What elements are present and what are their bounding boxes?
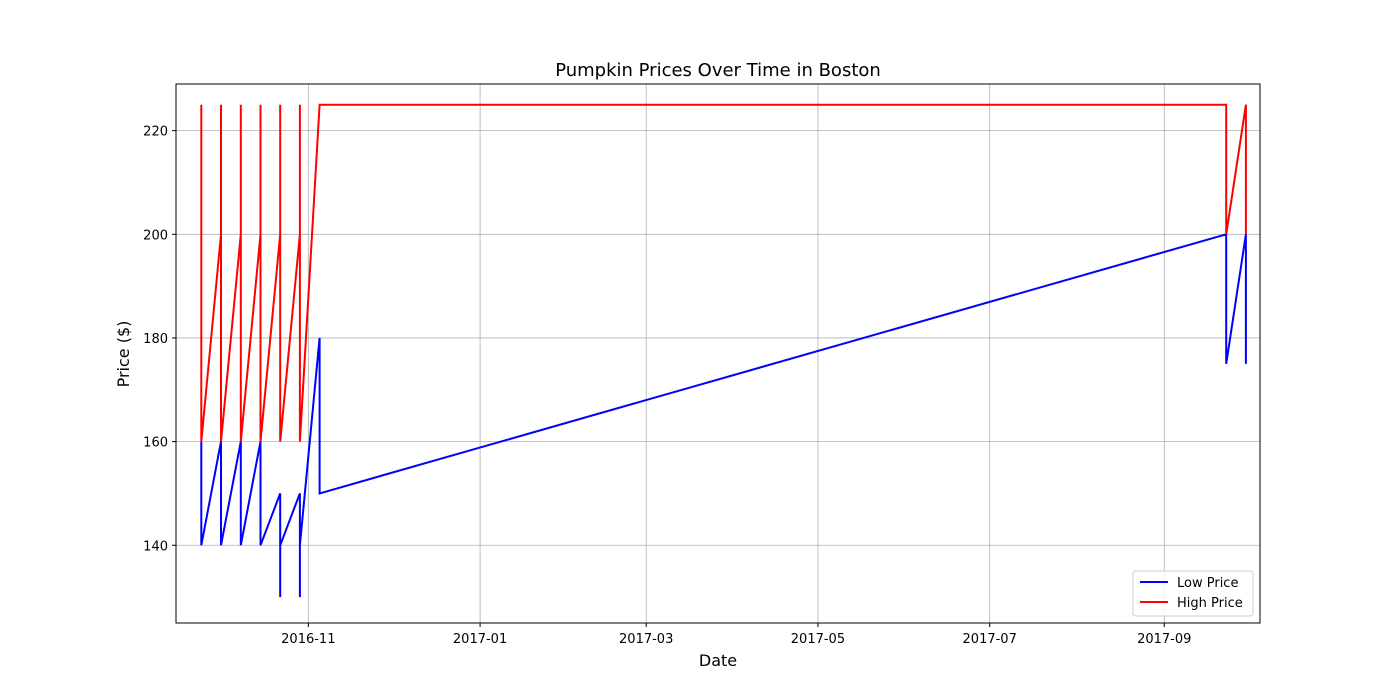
legend-label-high-price: High Price (1177, 596, 1243, 611)
plot-frame (175, 83, 1261, 624)
y-tick-label: 160 (143, 436, 168, 451)
x-tick-label: 2017-05 (791, 632, 845, 647)
chart-title: Pumpkin Prices Over Time in Boston (555, 60, 881, 81)
y-tick-label: 220 (143, 125, 168, 140)
series-lines (200, 103, 1247, 598)
x-tick-label: 2017-09 (1137, 632, 1191, 647)
series-line-low-price (200, 232, 1247, 598)
y-tick-label: 140 (143, 539, 168, 554)
x-tick-label: 2017-07 (963, 632, 1017, 647)
x-axis-label: Date (699, 651, 737, 670)
x-axis-ticks: 2016-11 2017-01 2017-03 2017-05 2017-07 2017-… (281, 623, 1191, 647)
y-axis-label: Price ($) (114, 321, 133, 388)
legend-label-low-price: Low Price (1177, 576, 1238, 591)
x-tick-label: 2016-11 (281, 632, 335, 647)
y-tick-label: 200 (143, 228, 168, 243)
y-axis-ticks: 140 160 180 200 220 (143, 125, 176, 554)
grid (176, 84, 1260, 623)
x-tick-label: 2017-03 (619, 632, 673, 647)
series-line-high-price (200, 103, 1247, 442)
legend: Low Price High Price (1132, 570, 1254, 617)
x-tick-label: 2017-01 (453, 632, 507, 647)
y-tick-label: 180 (143, 332, 168, 347)
